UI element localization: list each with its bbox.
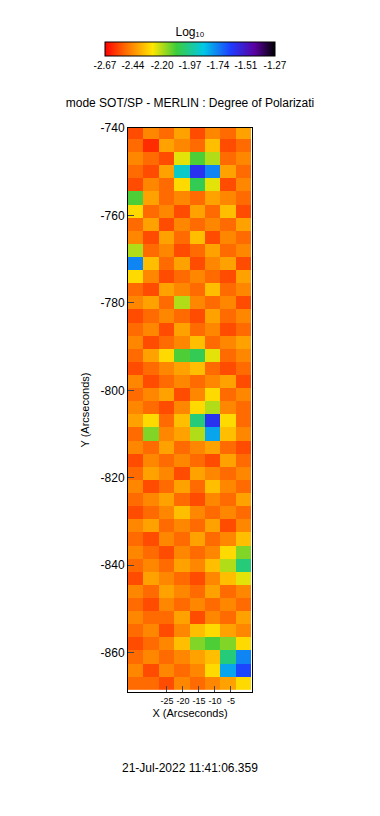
svg-text:Y (Arcseconds): Y (Arcseconds): [79, 373, 91, 448]
svg-text:-840: -840: [101, 558, 125, 572]
svg-text:-5: -5: [227, 696, 235, 706]
svg-text:-1.97: -1.97: [179, 60, 202, 71]
svg-text:-800: -800: [101, 384, 125, 398]
svg-text:-820: -820: [101, 471, 125, 485]
svg-text:-10: -10: [208, 696, 221, 706]
svg-text:Log₁₀: Log₁₀: [175, 25, 204, 39]
svg-text:-1.74: -1.74: [207, 60, 230, 71]
svg-text:-2.44: -2.44: [122, 60, 145, 71]
svg-text:-740: -740: [101, 121, 125, 135]
svg-text:-2.20: -2.20: [151, 60, 174, 71]
svg-text:-20: -20: [176, 696, 189, 706]
svg-text:mode SOT/SP - MERLIN : Degree: mode SOT/SP - MERLIN : Degree of Polariz…: [66, 96, 315, 110]
svg-text:-25: -25: [160, 696, 173, 706]
svg-text:21-Jul-2022 11:41:06.359: 21-Jul-2022 11:41:06.359: [122, 761, 258, 775]
svg-text:-2.67: -2.67: [94, 60, 117, 71]
svg-text:-15: -15: [192, 696, 205, 706]
svg-text:-780: -780: [101, 296, 125, 310]
svg-text:-760: -760: [101, 209, 125, 223]
svg-text:-1.27: -1.27: [264, 60, 287, 71]
svg-text:X (Arcseconds): X (Arcseconds): [152, 707, 227, 719]
svg-text:-860: -860: [101, 646, 125, 660]
svg-text:-1.51: -1.51: [234, 60, 257, 71]
